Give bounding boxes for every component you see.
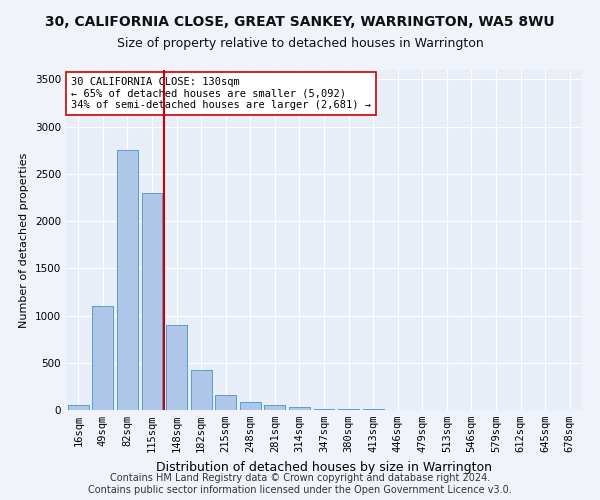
Bar	[92, 306, 113, 410]
Text: 30 CALIFORNIA CLOSE: 130sqm
← 65% of detached houses are smaller (5,092)
34% of : 30 CALIFORNIA CLOSE: 130sqm ← 65% of det…	[71, 77, 371, 110]
Bar	[240, 402, 261, 410]
Bar	[68, 406, 89, 410]
X-axis label: Distribution of detached houses by size in Warrington: Distribution of detached houses by size …	[156, 460, 492, 473]
Text: Contains HM Land Registry data © Crown copyright and database right 2024.
Contai: Contains HM Land Registry data © Crown c…	[88, 474, 512, 495]
Bar	[314, 408, 334, 410]
Bar	[215, 395, 236, 410]
Bar	[289, 407, 310, 410]
Bar	[265, 406, 286, 410]
Bar	[191, 370, 212, 410]
Text: Size of property relative to detached houses in Warrington: Size of property relative to detached ho…	[116, 38, 484, 51]
Text: 30, CALIFORNIA CLOSE, GREAT SANKEY, WARRINGTON, WA5 8WU: 30, CALIFORNIA CLOSE, GREAT SANKEY, WARR…	[45, 15, 555, 29]
Bar	[166, 325, 187, 410]
Bar	[117, 150, 138, 410]
Y-axis label: Number of detached properties: Number of detached properties	[19, 152, 29, 328]
Bar	[142, 193, 163, 410]
Bar	[338, 409, 359, 410]
Bar	[362, 409, 383, 410]
